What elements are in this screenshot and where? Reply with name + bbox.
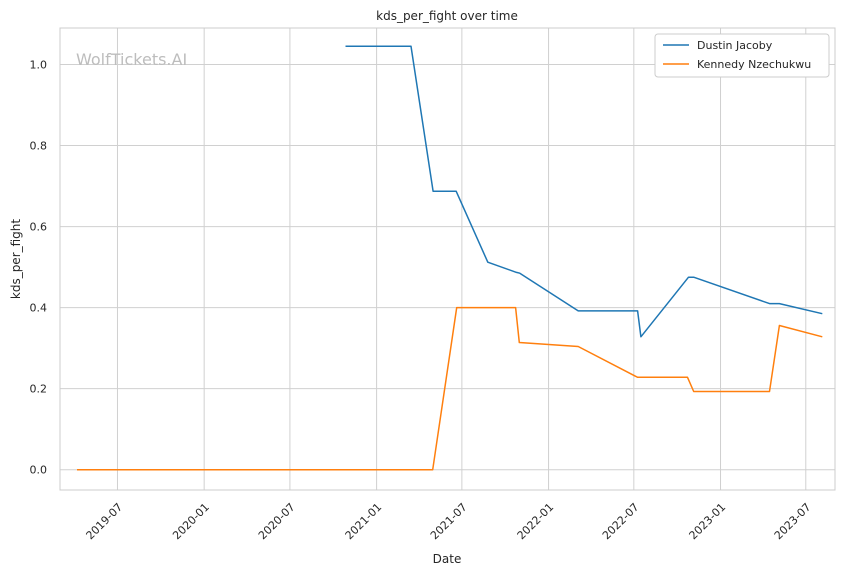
watermark: WolfTickets.AI (76, 50, 187, 69)
legend: Dustin Jacoby Kennedy Nzechukwu (654, 33, 830, 78)
chart-title: kds_per_fight over time (376, 9, 518, 23)
x-tick-label: 2022-07 (600, 501, 642, 543)
x-tick-label: 2022-01 (515, 501, 557, 543)
x-tick-label: 2020-07 (256, 501, 298, 543)
series-line-kennedy-nzechukwu (77, 306, 823, 471)
x-tick-label: 2023-07 (772, 501, 814, 543)
legend-label-dustin-jacoby: Dustin Jacoby (697, 39, 773, 52)
y-axis-ticks: 0.0 0.2 0.4 0.6 0.8 1.0 (30, 58, 48, 476)
series-line-dustin-jacoby (345, 45, 823, 338)
y-tick-label: 0.8 (30, 140, 48, 153)
y-tick-label: 0.0 (30, 464, 48, 477)
x-tick-label: 2023-01 (687, 501, 729, 543)
x-tick-label: 2021-07 (428, 501, 470, 543)
legend-label-kennedy-nzechukwu: Kennedy Nzechukwu (697, 58, 811, 71)
series-layer (77, 45, 823, 471)
x-tick-label: 2019-07 (84, 501, 126, 543)
legend-box (654, 33, 830, 78)
y-tick-label: 0.2 (30, 383, 48, 396)
y-tick-label: 0.4 (30, 302, 48, 315)
y-tick-label: 1.0 (30, 58, 48, 71)
x-tick-label: 2021-01 (343, 501, 385, 543)
grid (60, 28, 835, 490)
x-axis-ticks: 2019-07 2020-01 2020-07 2021-01 2021-07 2022-… (84, 501, 814, 543)
x-tick-label: 2020-01 (170, 501, 212, 543)
y-axis-label: kds_per_fight (9, 219, 23, 300)
plot-area (59, 27, 836, 491)
x-axis-label: Date (433, 552, 462, 566)
y-tick-label: 0.6 (30, 221, 48, 234)
